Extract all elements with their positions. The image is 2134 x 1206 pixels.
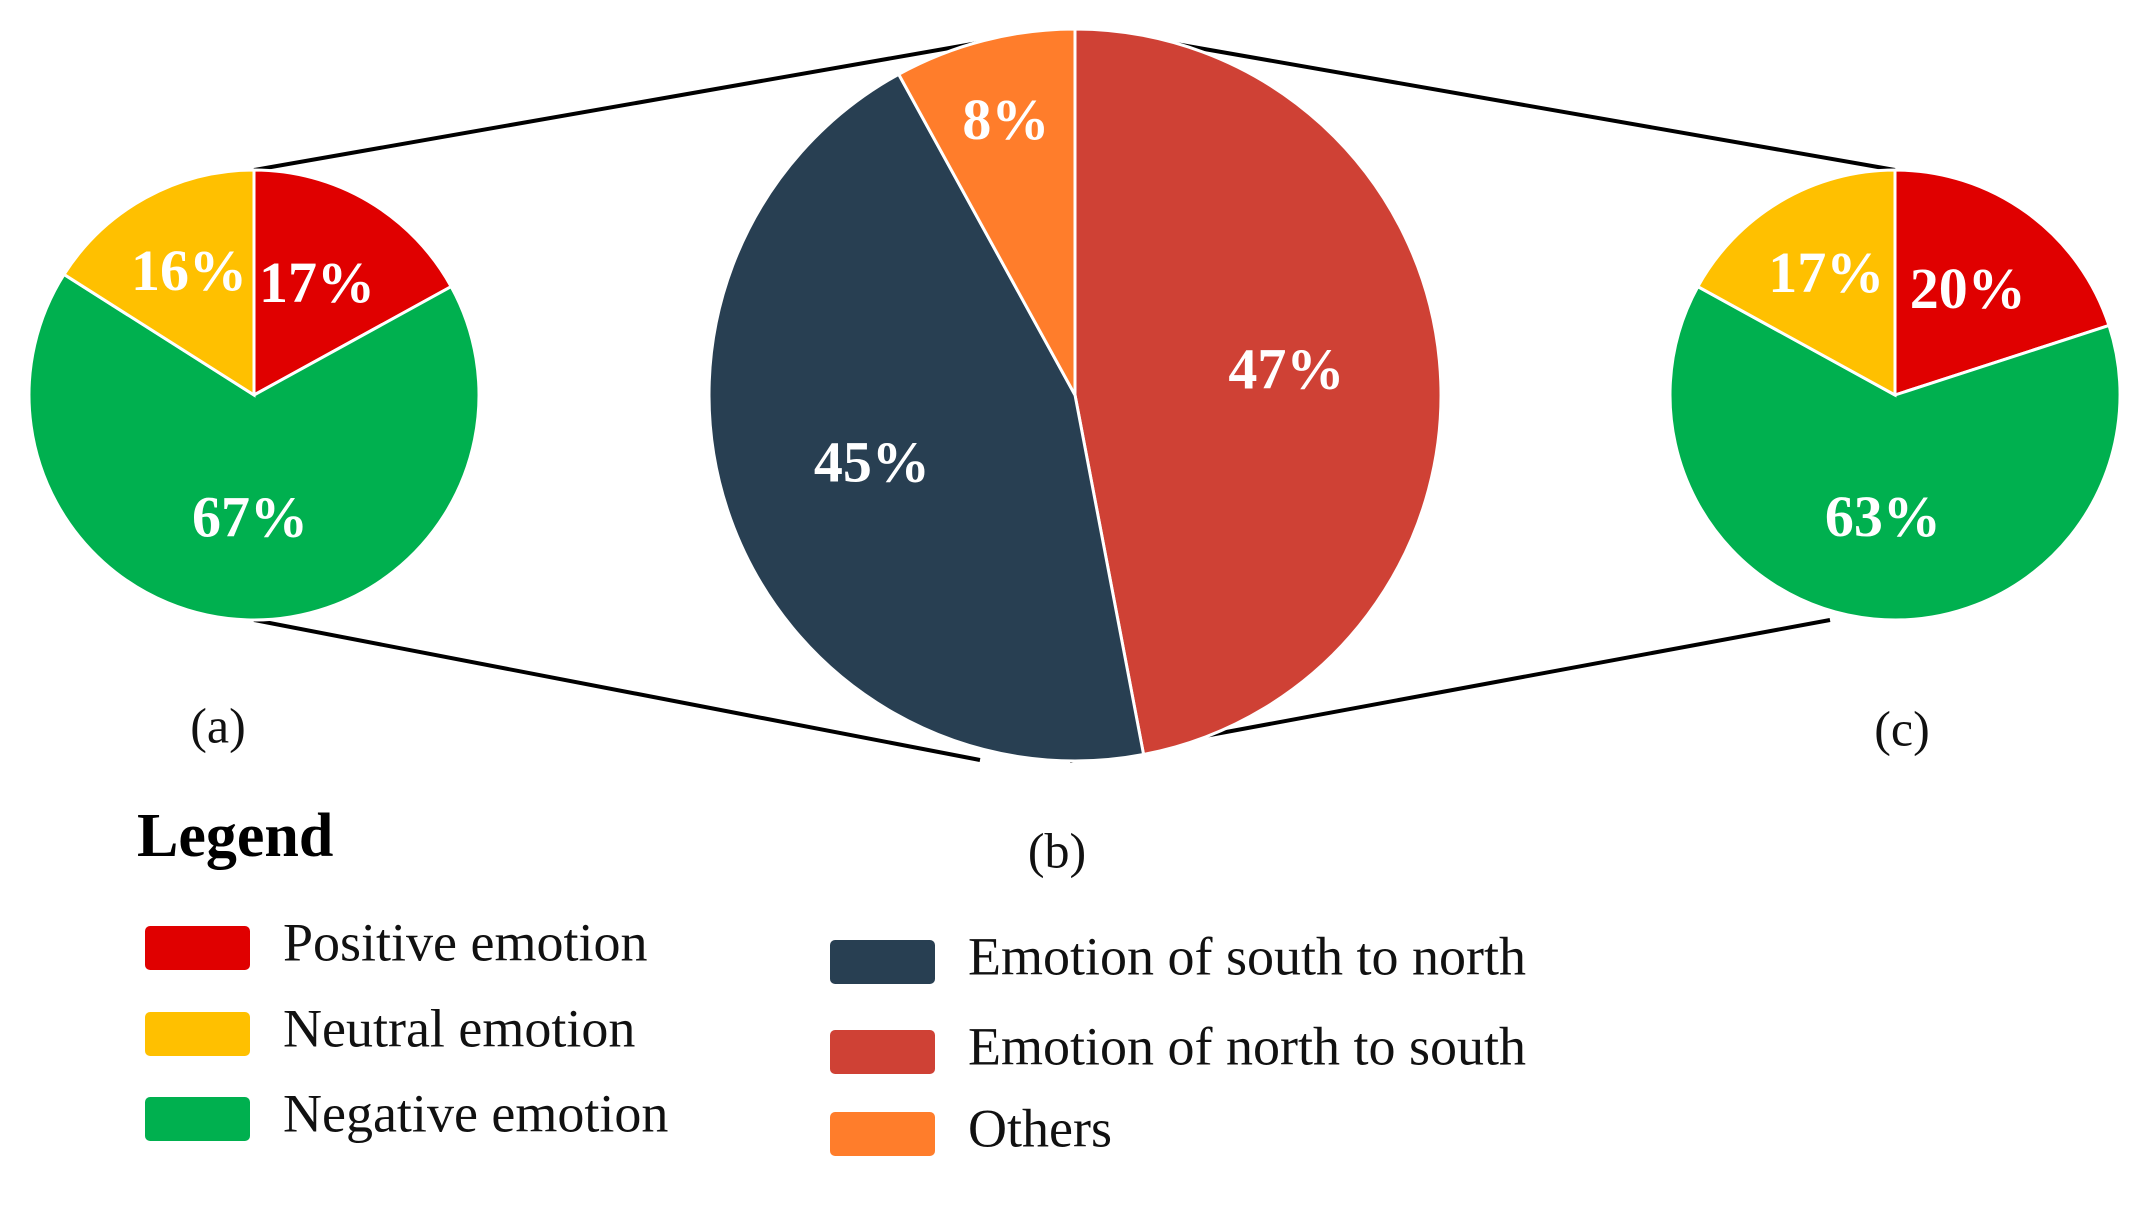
legend-label-emotion-of-north-to-south: Emotion of north to south [968, 1016, 1526, 1076]
panel-caption-c: (c) [1874, 700, 1930, 756]
pie-slice-b-emotion-of-south-to-north [707, 72, 1146, 763]
panel-captions: (a) (b) (c) [190, 697, 1930, 878]
pie-slice-a-positive-emotion [252, 168, 454, 398]
pie-chart-b: 47% 45% 8% [707, 27, 1443, 763]
pie-slice-b-others [896, 27, 1077, 396]
pie-slice-b-emotion-of-north-to-south [1073, 27, 1443, 757]
legend-item-neutral-emotion: Neutral emotion [145, 998, 635, 1058]
legend: Legend Positive emotion Neutral emotion Ne… [137, 802, 1526, 1158]
slice-label-a-positive-emotion: 17% [259, 250, 375, 315]
legend-label-positive-emotion: Positive emotion [283, 912, 648, 972]
legend-swatch-emotion-of-south-to-north [830, 940, 935, 984]
legend-label-others: Others [968, 1098, 1112, 1158]
connector-line-2 [253, 618, 981, 762]
slice-label-c-positive-emotion: 20% [1910, 256, 2026, 321]
legend-item-emotion-of-south-to-north: Emotion of south to north [830, 926, 1526, 986]
slice-label-b-emotion-of-north-to-south: 47% [1228, 336, 1344, 401]
connector-line-3 [1169, 41, 1896, 172]
slice-label-b-others: 8% [962, 87, 1049, 152]
pie-charts: 17% 67% 16% 47% 45% 8% 20% 63% 17% [27, 27, 2122, 763]
panel-caption-b: (b) [1028, 822, 1086, 878]
legend-item-emotion-of-north-to-south: Emotion of north to south [830, 1016, 1526, 1076]
legend-label-emotion-of-south-to-north: Emotion of south to north [968, 926, 1526, 986]
slice-label-a-neutral-emotion: 16% [131, 238, 247, 303]
slice-label-a-negative-emotion: 67% [192, 484, 308, 549]
pie-chart-a: 17% 67% 16% [27, 168, 481, 622]
pie-slice-c-positive-emotion [1893, 168, 2111, 398]
legend-label-negative-emotion: Negative emotion [283, 1083, 668, 1143]
legend-label-neutral-emotion: Neutral emotion [283, 998, 635, 1058]
slice-label-c-neutral-emotion: 17% [1768, 240, 1884, 305]
legend-title: Legend [137, 802, 333, 870]
legend-swatch-others [830, 1112, 935, 1156]
legend-item-positive-emotion: Positive emotion [145, 912, 648, 972]
slice-label-b-emotion-of-south-to-north: 45% [814, 429, 930, 494]
legend-swatch-positive-emotion [145, 926, 250, 970]
panel-caption-a: (a) [190, 697, 246, 753]
legend-swatch-neutral-emotion [145, 1012, 250, 1056]
pie-slice-a-neutral-emotion [61, 168, 256, 398]
pie-slice-c-neutral-emotion [1695, 168, 1897, 398]
legend-item-negative-emotion: Negative emotion [145, 1083, 668, 1143]
pie-slice-a-negative-emotion [27, 272, 481, 622]
legend-item-others: Others [830, 1098, 1112, 1158]
legend-swatch-emotion-of-north-to-south [830, 1030, 935, 1074]
slice-label-c-negative-emotion: 63% [1825, 484, 1941, 549]
pie-slice-c-negative-emotion [1668, 284, 2122, 622]
connector-line-1 [253, 41, 979, 172]
legend-swatch-negative-emotion [145, 1097, 250, 1141]
pie-chart-c: 20% 63% 17% [1668, 168, 2122, 622]
